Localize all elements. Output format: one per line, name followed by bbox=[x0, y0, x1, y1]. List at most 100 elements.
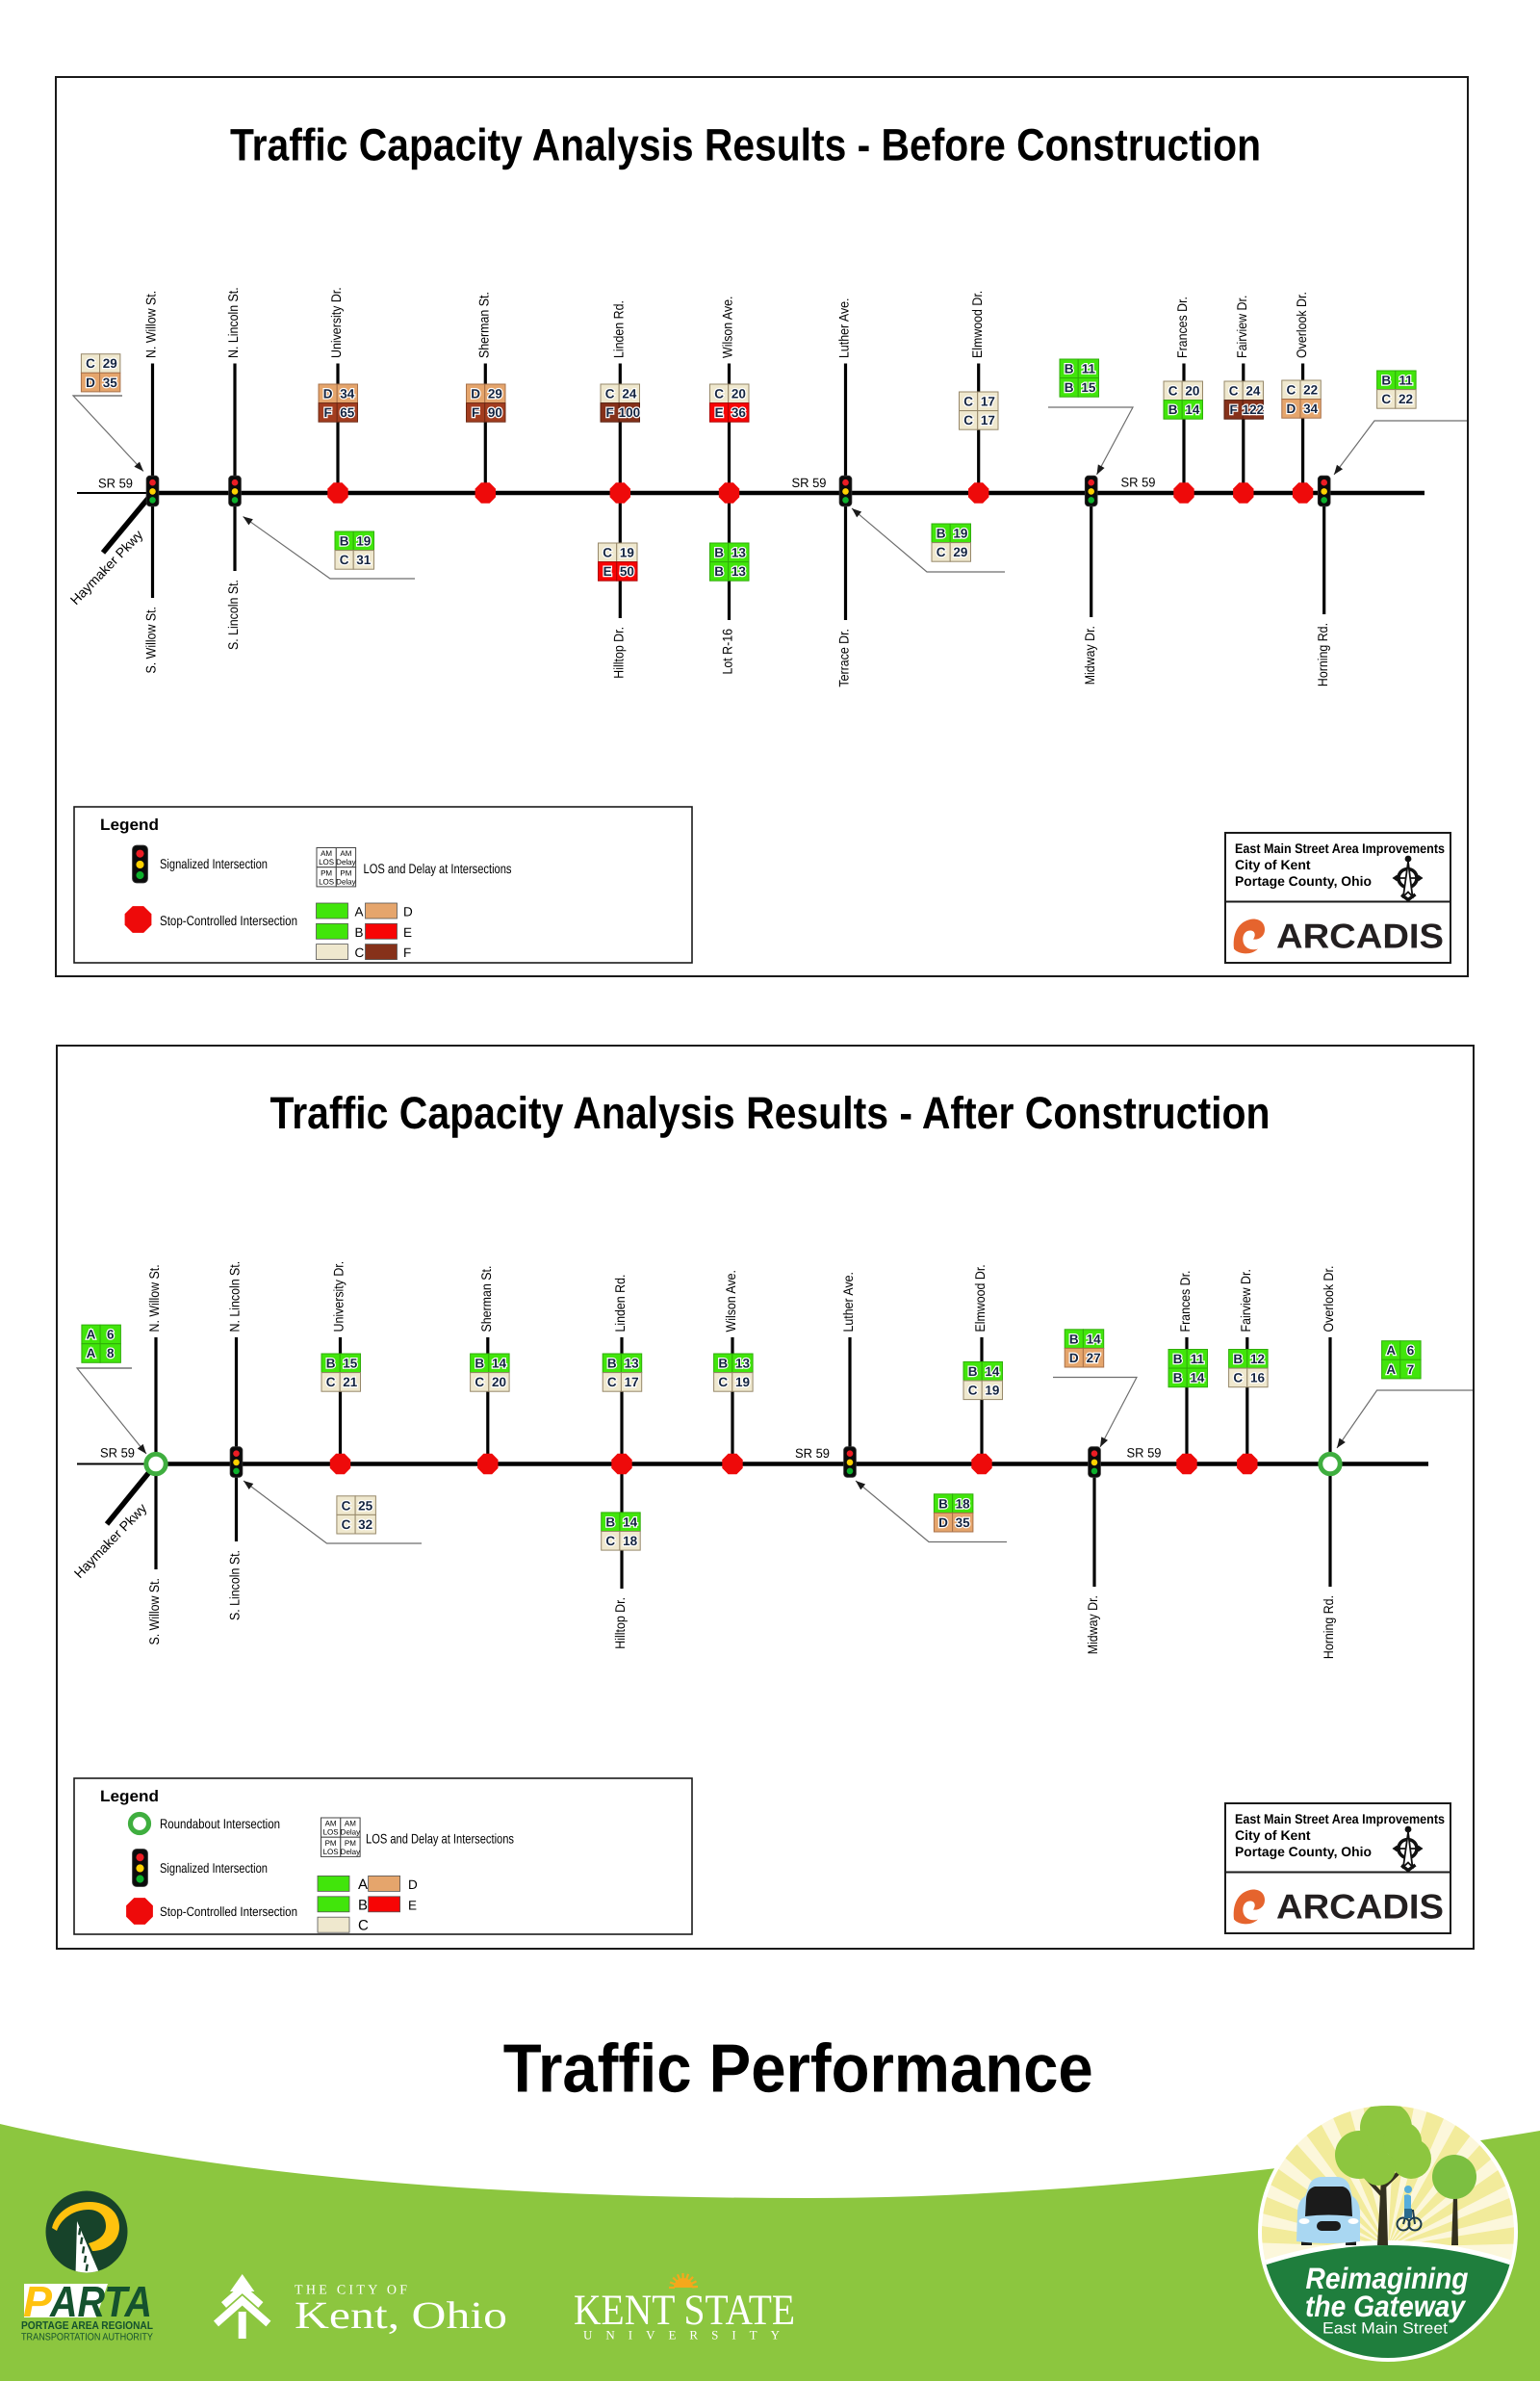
svg-text:B: B bbox=[718, 1357, 728, 1371]
svg-text:Portage County, Ohio: Portage County, Ohio bbox=[1235, 1844, 1372, 1859]
svg-text:21: 21 bbox=[343, 1375, 358, 1389]
svg-text:Horning Rd.: Horning Rd. bbox=[1315, 623, 1330, 686]
svg-text:B: B bbox=[714, 546, 724, 560]
svg-text:14: 14 bbox=[1185, 402, 1200, 417]
svg-text:B: B bbox=[1168, 402, 1178, 417]
svg-text:D: D bbox=[938, 1515, 948, 1530]
svg-text:D: D bbox=[403, 905, 413, 919]
svg-text:Hilltop Dr.: Hilltop Dr. bbox=[612, 1597, 628, 1649]
svg-text:LOS and Delay at Intersections: LOS and Delay at Intersections bbox=[366, 1831, 514, 1847]
svg-text:E: E bbox=[715, 405, 724, 420]
svg-text:B: B bbox=[326, 1357, 336, 1371]
svg-text:C: C bbox=[1287, 383, 1296, 398]
svg-text:Sherman St.: Sherman St. bbox=[476, 292, 492, 358]
svg-text:D: D bbox=[1069, 1351, 1079, 1365]
svg-text:PM: PM bbox=[345, 1839, 356, 1848]
svg-text:C: C bbox=[718, 1375, 728, 1389]
svg-text:B: B bbox=[937, 527, 946, 541]
svg-text:B: B bbox=[340, 534, 349, 549]
svg-text:25: 25 bbox=[358, 1498, 373, 1513]
svg-text:C: C bbox=[963, 395, 973, 409]
svg-text:S. Lincoln St.: S. Lincoln St. bbox=[227, 1550, 243, 1620]
svg-text:Legend: Legend bbox=[100, 1788, 159, 1805]
svg-text:ARTA: ARTA bbox=[49, 2277, 152, 2326]
svg-text:27: 27 bbox=[1087, 1351, 1101, 1365]
svg-text:50: 50 bbox=[620, 564, 634, 579]
svg-text:18: 18 bbox=[956, 1496, 971, 1511]
svg-text:LOS and Delay at Intersections: LOS and Delay at Intersections bbox=[364, 861, 512, 876]
svg-text:24: 24 bbox=[1245, 384, 1261, 399]
svg-text:LOS: LOS bbox=[319, 877, 334, 886]
svg-text:Linden Rd.: Linden Rd. bbox=[611, 300, 627, 358]
svg-text:C: C bbox=[603, 546, 612, 560]
svg-text:C: C bbox=[605, 1534, 615, 1548]
svg-text:14: 14 bbox=[1087, 1332, 1102, 1346]
svg-text:Delay: Delay bbox=[341, 1828, 360, 1837]
svg-text:B: B bbox=[1173, 1371, 1183, 1385]
svg-text:S. Willow St.: S. Willow St. bbox=[146, 1578, 162, 1645]
svg-text:6: 6 bbox=[1407, 1343, 1415, 1358]
svg-text:36: 36 bbox=[732, 405, 747, 420]
svg-text:Delay: Delay bbox=[336, 858, 355, 867]
svg-text:City of Kent: City of Kent bbox=[1235, 1827, 1311, 1843]
svg-text:90: 90 bbox=[488, 405, 502, 420]
svg-text:14: 14 bbox=[985, 1364, 1000, 1379]
svg-text:University Dr.: University Dr. bbox=[328, 287, 344, 358]
svg-text:13: 13 bbox=[735, 1357, 751, 1371]
svg-text:the Gateway: the Gateway bbox=[1305, 2290, 1467, 2323]
svg-text:ARCADIS: ARCADIS bbox=[1276, 917, 1444, 956]
svg-text:LOS: LOS bbox=[319, 858, 334, 867]
svg-text:Traffic Capacity Analysis Resu: Traffic Capacity Analysis Results - Befo… bbox=[230, 119, 1261, 170]
svg-text:B: B bbox=[1381, 374, 1391, 388]
svg-text:B: B bbox=[1065, 380, 1074, 395]
svg-text:24: 24 bbox=[622, 387, 637, 401]
svg-text:LOS: LOS bbox=[323, 1848, 339, 1856]
svg-text:D: D bbox=[471, 387, 480, 401]
svg-text:F: F bbox=[472, 405, 479, 420]
svg-text:Kent, Ohio: Kent, Ohio bbox=[295, 2293, 507, 2337]
svg-text:Delay: Delay bbox=[336, 877, 355, 886]
svg-text:C: C bbox=[1229, 384, 1239, 399]
svg-text:Wilson Ave.: Wilson Ave. bbox=[720, 297, 735, 359]
svg-text:Portage County, Ohio: Portage County, Ohio bbox=[1235, 873, 1372, 889]
svg-text:15: 15 bbox=[343, 1357, 358, 1371]
svg-text:SR 59: SR 59 bbox=[792, 476, 827, 490]
svg-text:7: 7 bbox=[1407, 1362, 1415, 1377]
svg-text:B: B bbox=[605, 1514, 615, 1529]
svg-text:SR 59: SR 59 bbox=[100, 1446, 135, 1461]
svg-text:Legend: Legend bbox=[100, 816, 159, 834]
svg-text:C: C bbox=[340, 553, 349, 567]
svg-text:12: 12 bbox=[1250, 1352, 1265, 1366]
svg-text:East Main Street Area Improvem: East Main Street Area Improvements bbox=[1235, 841, 1445, 856]
svg-text:8: 8 bbox=[107, 1346, 115, 1360]
svg-text:F: F bbox=[605, 405, 613, 420]
svg-text:B: B bbox=[938, 1496, 948, 1511]
svg-text:B: B bbox=[714, 564, 724, 579]
svg-text:N. Willow St.: N. Willow St. bbox=[143, 291, 159, 358]
svg-text:C: C bbox=[968, 1384, 978, 1398]
svg-text:Luther Ave.: Luther Ave. bbox=[840, 1272, 856, 1333]
svg-text:A: A bbox=[358, 1876, 368, 1893]
svg-text:C: C bbox=[1381, 392, 1391, 406]
svg-text:Frances Dr.: Frances Dr. bbox=[1174, 297, 1190, 358]
svg-text:Reimagining: Reimagining bbox=[1306, 2262, 1469, 2295]
svg-text:B: B bbox=[1069, 1332, 1079, 1346]
svg-text:17: 17 bbox=[981, 395, 995, 409]
svg-text:AM: AM bbox=[345, 1820, 356, 1828]
svg-text:Frances Dr.: Frances Dr. bbox=[1177, 1271, 1193, 1333]
svg-text:B: B bbox=[968, 1364, 978, 1379]
svg-text:Elmwood Dr.: Elmwood Dr. bbox=[969, 291, 985, 358]
svg-text:Traffic Capacity Analysis Resu: Traffic Capacity Analysis Results - Afte… bbox=[270, 1087, 1270, 1138]
svg-text:C: C bbox=[326, 1375, 336, 1389]
svg-text:100: 100 bbox=[619, 405, 641, 420]
svg-text:PM: PM bbox=[325, 1839, 337, 1848]
svg-text:13: 13 bbox=[732, 546, 747, 560]
svg-text:Midway Dr.: Midway Dr. bbox=[1082, 626, 1097, 685]
svg-text:AM: AM bbox=[325, 1820, 337, 1828]
svg-text:65: 65 bbox=[340, 405, 355, 420]
svg-text:City of Kent: City of Kent bbox=[1235, 857, 1311, 872]
svg-text:Signalized Intersection: Signalized Intersection bbox=[160, 856, 268, 871]
svg-text:Fairview Dr.: Fairview Dr. bbox=[1234, 296, 1249, 358]
svg-text:P: P bbox=[23, 2277, 53, 2326]
svg-text:University Dr.: University Dr. bbox=[331, 1261, 346, 1333]
